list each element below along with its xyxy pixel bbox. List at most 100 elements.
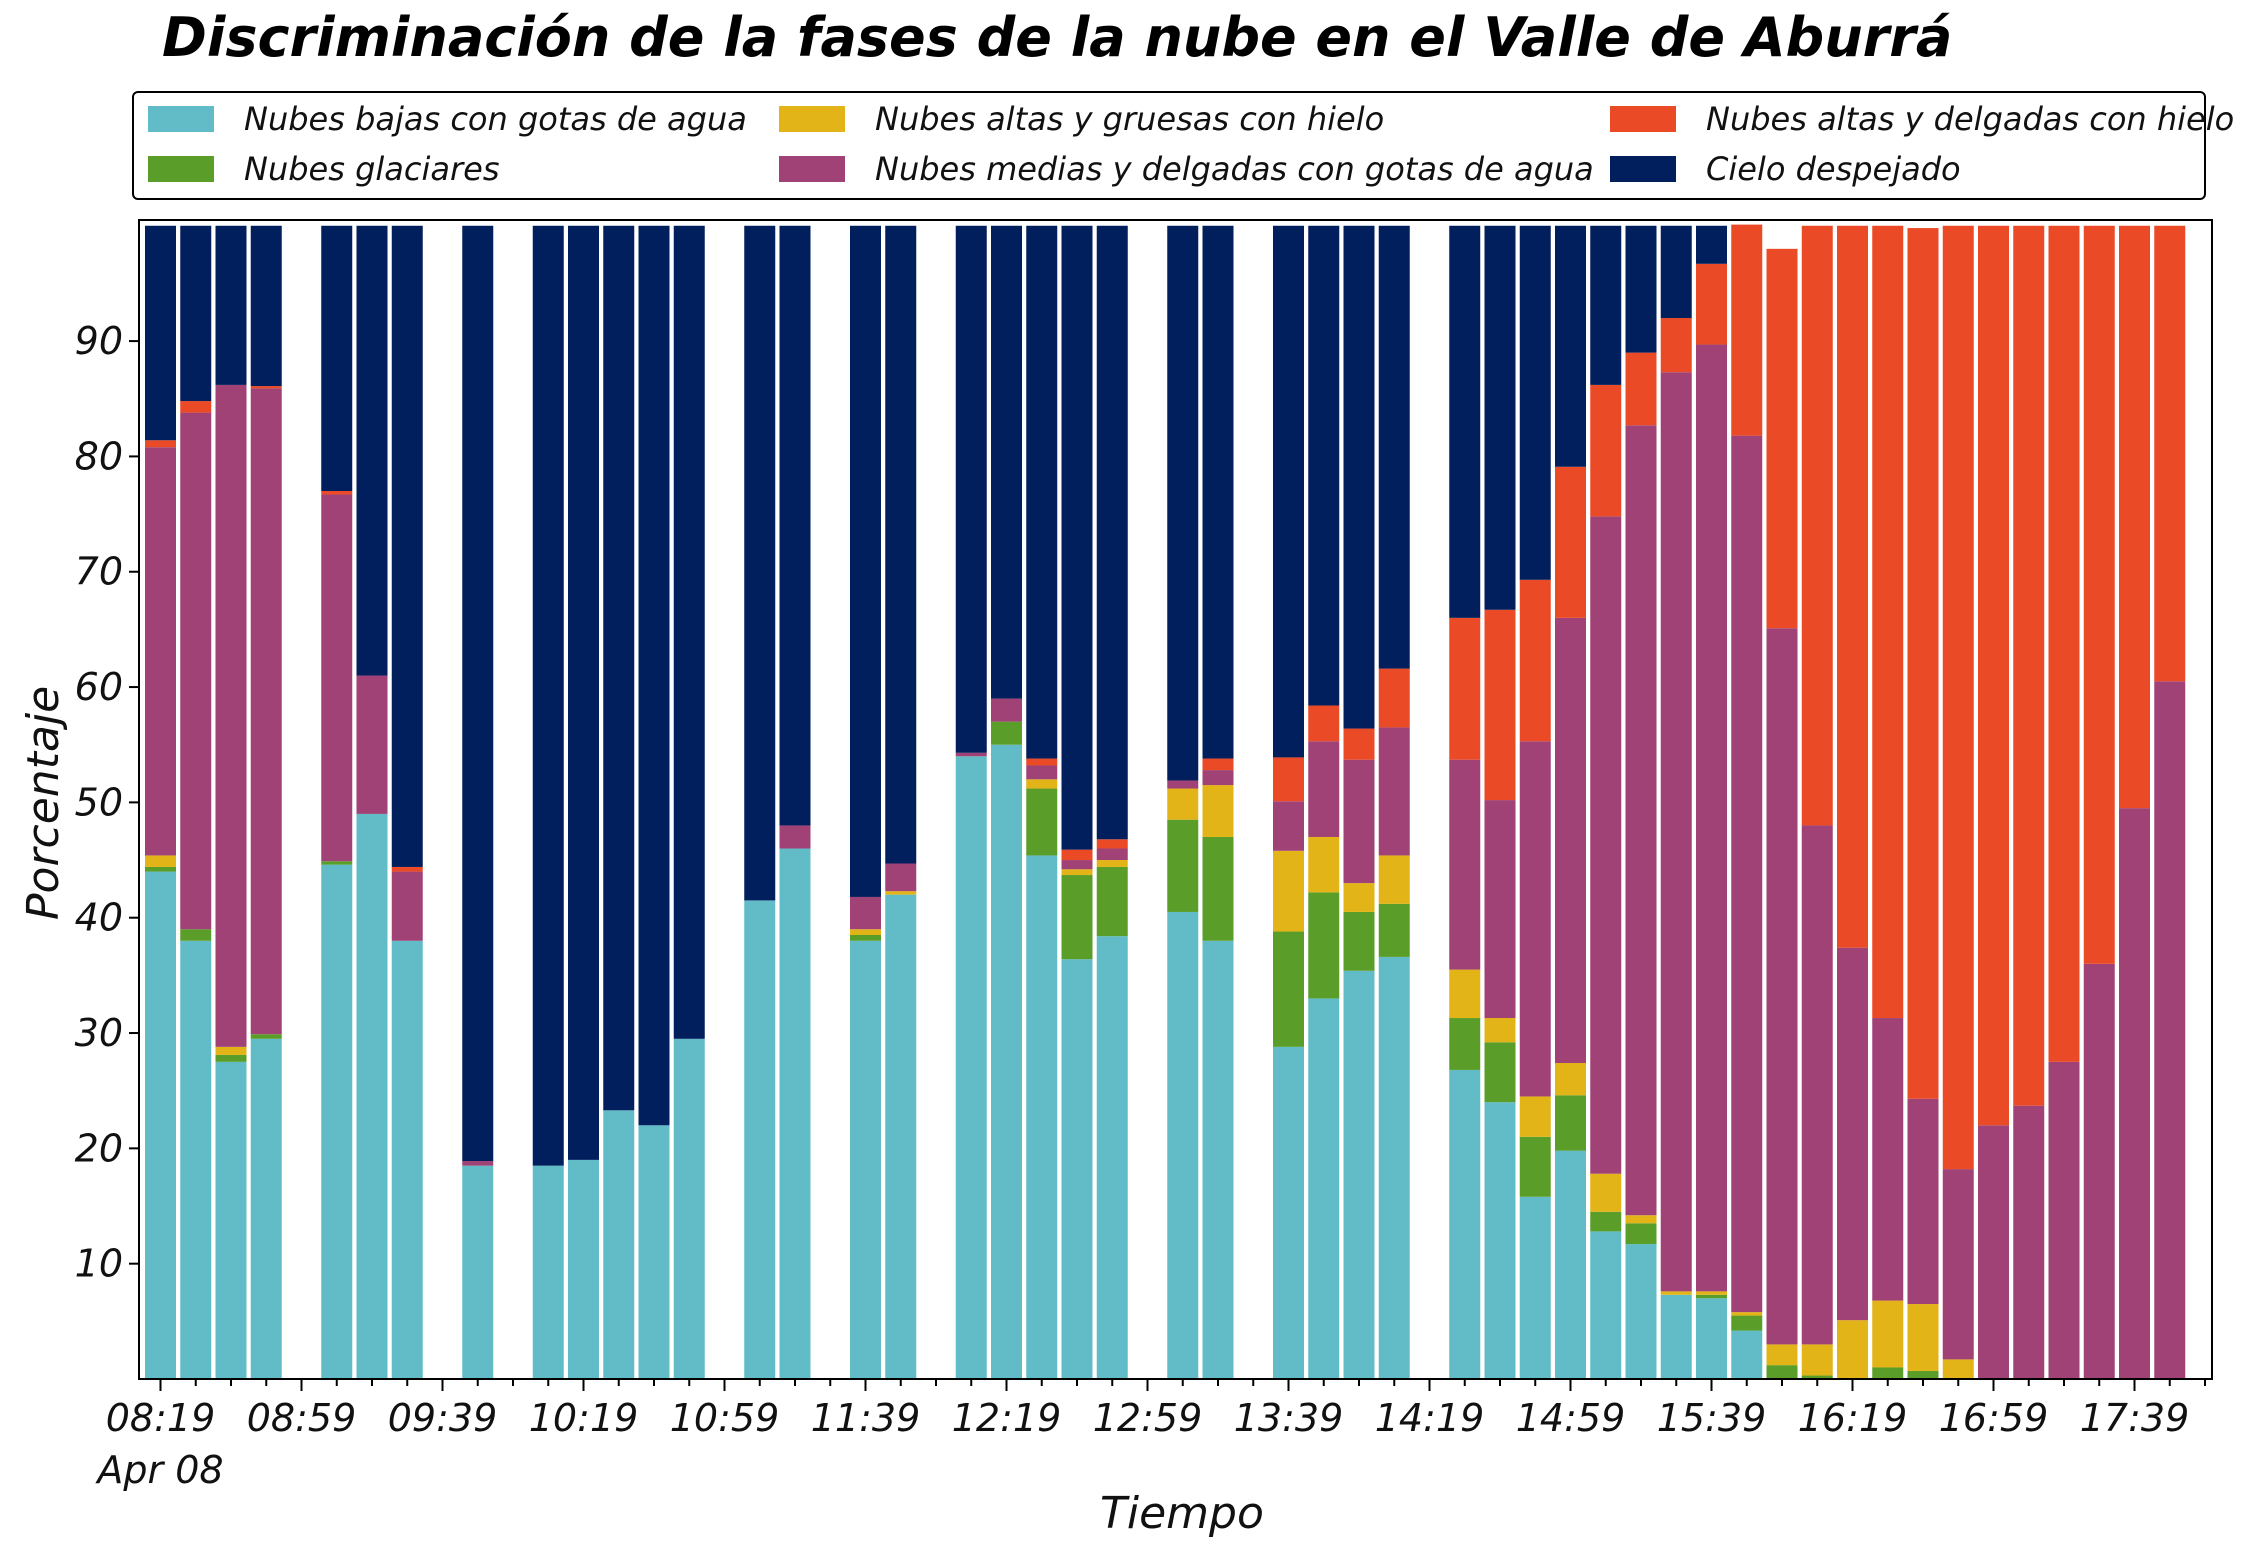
bar-segment xyxy=(2048,1061,2080,1379)
bar-segment xyxy=(1343,911,1375,971)
bar-segment xyxy=(603,225,635,1111)
bar-segment xyxy=(1026,765,1058,780)
bar-segment xyxy=(1343,225,1375,729)
bar-segment xyxy=(744,900,776,1379)
bar-segment xyxy=(1061,860,1093,870)
y-tick-label: 90 xyxy=(75,319,123,363)
bar-segment xyxy=(1096,839,1128,849)
bar-segment xyxy=(2154,225,2186,682)
bar-segment xyxy=(1343,970,1375,1379)
x-tick-label: 12:59 xyxy=(1093,1396,1203,1440)
bar-segment xyxy=(1978,1125,2009,1379)
bar-segment xyxy=(603,1110,635,1379)
bar-segment xyxy=(1731,1330,1763,1379)
x-tick-label: 14:19 xyxy=(1375,1396,1485,1440)
bar-segment xyxy=(321,861,353,865)
bar-segment xyxy=(2048,225,2080,1062)
legend-swatch xyxy=(148,106,214,132)
x-axis-label: Tiempo xyxy=(1100,1488,1264,1539)
bar-segment xyxy=(1696,344,1727,1292)
bar-segment xyxy=(991,744,1022,1379)
bar-segment xyxy=(1167,788,1199,820)
bar-segment xyxy=(2119,808,2150,1379)
bar-segment xyxy=(1801,1344,1833,1376)
legend-label: Cielo despejado xyxy=(1706,150,1961,188)
x-tick-label: 17:39 xyxy=(2080,1396,2190,1440)
bar-segment xyxy=(991,698,1022,722)
bar-segment xyxy=(1519,225,1551,580)
bar-segment xyxy=(1449,225,1481,618)
bar-segment xyxy=(321,491,353,495)
bar-segment xyxy=(1096,866,1128,937)
bar-segment xyxy=(1026,779,1058,789)
legend-label: Nubes altas y delgadas con hielo xyxy=(1706,100,2235,138)
bar-segment xyxy=(1449,617,1481,760)
bar-segment xyxy=(1273,850,1304,932)
bar-segment xyxy=(885,863,917,892)
legend-label: Nubes bajas con gotas de agua xyxy=(244,100,747,138)
bar-segment xyxy=(2083,225,2115,964)
bar-segment xyxy=(1026,788,1058,856)
legend-item-high-thick-ice: Nubes altas y gruesas con hielo xyxy=(779,99,1384,139)
legend-label: Nubes medias y delgadas con gotas de agu… xyxy=(875,150,1594,188)
bar-segment xyxy=(1801,225,1833,826)
bar-segment xyxy=(1696,263,1727,345)
bar-segment xyxy=(215,1046,247,1055)
bar-segment xyxy=(1555,1150,1586,1379)
bar-segment xyxy=(391,225,423,867)
bar-segment xyxy=(1555,466,1586,618)
x-tick-label: 10:59 xyxy=(670,1396,780,1440)
bar-segment xyxy=(1625,225,1657,353)
bar-segment xyxy=(321,494,353,862)
bar-segment xyxy=(1449,1018,1481,1070)
bar-segment xyxy=(1273,801,1304,851)
bar-segment xyxy=(1449,759,1481,970)
legend-swatch xyxy=(1610,156,1676,182)
bar-segment xyxy=(2083,963,2115,1379)
bar-segment xyxy=(1449,969,1481,1019)
legend-item-high-thin-ice: Nubes altas y delgadas con hielo xyxy=(1610,99,2234,139)
legend-item-low-water: Nubes bajas con gotas de agua xyxy=(148,99,747,139)
bar-segment xyxy=(1942,1359,1974,1379)
bar-segment xyxy=(180,225,212,402)
bar-segment xyxy=(1167,225,1199,781)
bar-segment xyxy=(1273,225,1304,758)
bar-segment xyxy=(145,855,176,867)
y-tick-label: 20 xyxy=(75,1126,123,1170)
bar-segment xyxy=(250,1038,282,1379)
bar-segment xyxy=(532,1165,564,1379)
y-tick-label: 70 xyxy=(75,550,123,594)
bar-segment xyxy=(145,440,176,448)
bar-segment xyxy=(1378,956,1410,1379)
y-tick-label: 60 xyxy=(75,665,123,709)
bar-segment xyxy=(145,871,176,1379)
bar-segment xyxy=(1026,225,1058,759)
legend-item-clear-sky: Cielo despejado xyxy=(1610,149,1961,189)
bar-segment xyxy=(1625,1244,1657,1379)
bar-segment xyxy=(1202,785,1234,837)
bar-segment xyxy=(1801,1375,1833,1379)
bar-segment xyxy=(1766,628,1798,1345)
bar-segment xyxy=(850,929,881,936)
bar-segment xyxy=(145,866,176,872)
bar-segment xyxy=(1308,741,1340,837)
bar-segment xyxy=(1978,225,2009,1126)
bar-segment xyxy=(1519,1136,1551,1197)
x-tick-label: 08:59 xyxy=(247,1396,357,1440)
chart-title: Discriminación de la fases de la nube en… xyxy=(162,6,1953,69)
legend-label: Nubes glaciares xyxy=(244,150,500,188)
bar-segment xyxy=(1660,1294,1692,1379)
bar-segment xyxy=(250,225,282,387)
bar-segment xyxy=(1872,1018,1904,1301)
bar-segment xyxy=(180,401,212,413)
y-tick-label: 30 xyxy=(75,1011,123,1055)
bar-segment xyxy=(1378,727,1410,856)
bar-segment xyxy=(1801,825,1833,1345)
bar-segment xyxy=(321,864,353,1379)
bar-segment xyxy=(1625,1223,1657,1245)
bar-segment xyxy=(1026,758,1058,766)
bar-segment xyxy=(356,813,388,1379)
bar-segment xyxy=(1449,1069,1481,1379)
bar-segment xyxy=(1625,352,1657,426)
